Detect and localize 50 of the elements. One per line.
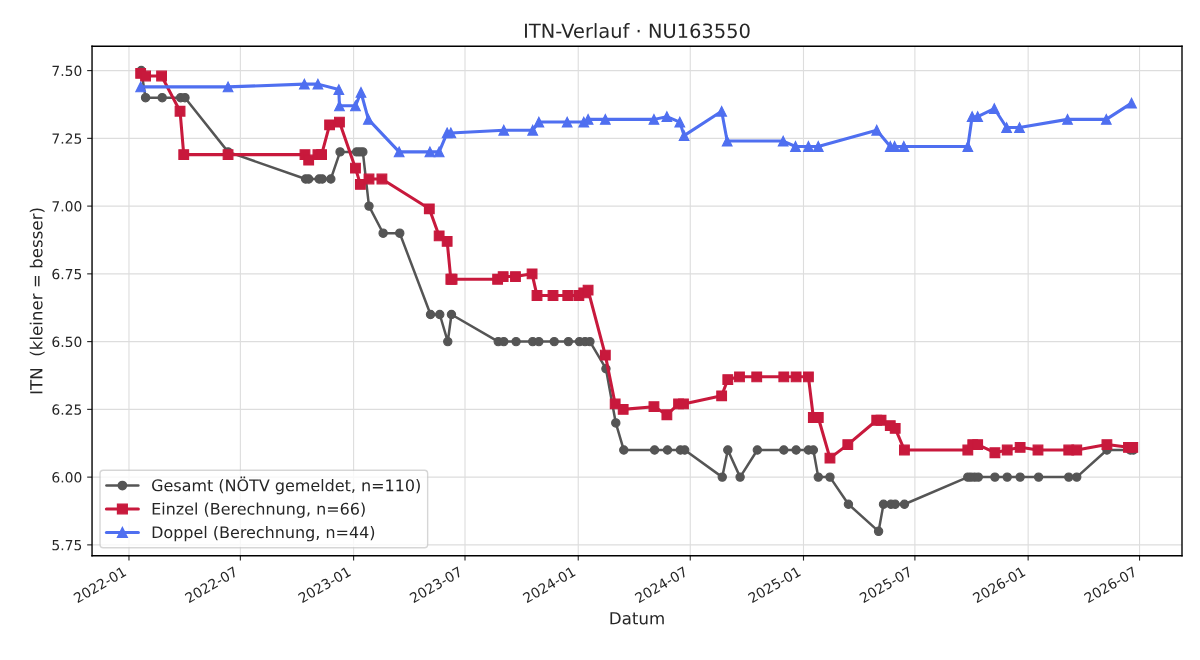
point xyxy=(533,116,545,128)
y-tick-label: 6.25 xyxy=(52,404,82,415)
point xyxy=(674,116,686,128)
y-tick-label: 5.75 xyxy=(52,540,82,551)
point xyxy=(433,146,445,158)
point xyxy=(812,141,824,152)
point xyxy=(790,141,801,152)
chart-title: ITN-Verlauf · NU163550 xyxy=(525,23,750,39)
point xyxy=(1126,97,1137,109)
y-axis-title: ITN (kleiner = besser) xyxy=(29,208,45,394)
point xyxy=(135,81,147,93)
point xyxy=(355,86,367,98)
point xyxy=(661,111,673,123)
legend-label: Einzel (Berechnung, n=66) xyxy=(152,502,365,518)
point xyxy=(298,78,310,90)
point xyxy=(716,105,728,117)
point xyxy=(498,124,510,136)
point xyxy=(871,124,883,136)
y-tick-label: 6.00 xyxy=(52,472,82,483)
point xyxy=(721,135,733,147)
point xyxy=(561,116,573,128)
point xyxy=(333,84,345,95)
y-tick-label: 6.50 xyxy=(52,336,82,348)
point xyxy=(988,103,1000,114)
legend-label: Gesamt (NÖTV gemeldet, n=110) xyxy=(152,476,420,495)
point xyxy=(393,146,405,158)
point xyxy=(898,141,910,152)
x-axis-title: Datum xyxy=(610,612,664,625)
point xyxy=(1014,122,1025,133)
y-tick-label: 7.25 xyxy=(52,133,82,144)
point xyxy=(312,78,324,90)
point xyxy=(362,113,374,125)
point xyxy=(334,100,345,112)
y-tick-label: 7.00 xyxy=(52,201,82,212)
y-tick-label: 6.75 xyxy=(52,268,82,280)
point xyxy=(678,130,690,142)
point xyxy=(445,127,457,139)
legend-label: Doppel (Berechnung, n=44) xyxy=(152,525,375,542)
y-tick-label: 7.50 xyxy=(52,65,82,77)
point xyxy=(350,100,361,112)
point xyxy=(222,81,234,93)
point xyxy=(1100,113,1112,125)
point xyxy=(599,113,611,125)
point xyxy=(777,135,789,147)
point xyxy=(962,141,974,152)
point xyxy=(803,141,814,152)
point xyxy=(648,113,660,125)
point xyxy=(1001,122,1013,133)
point xyxy=(1062,113,1073,125)
point xyxy=(527,124,539,136)
